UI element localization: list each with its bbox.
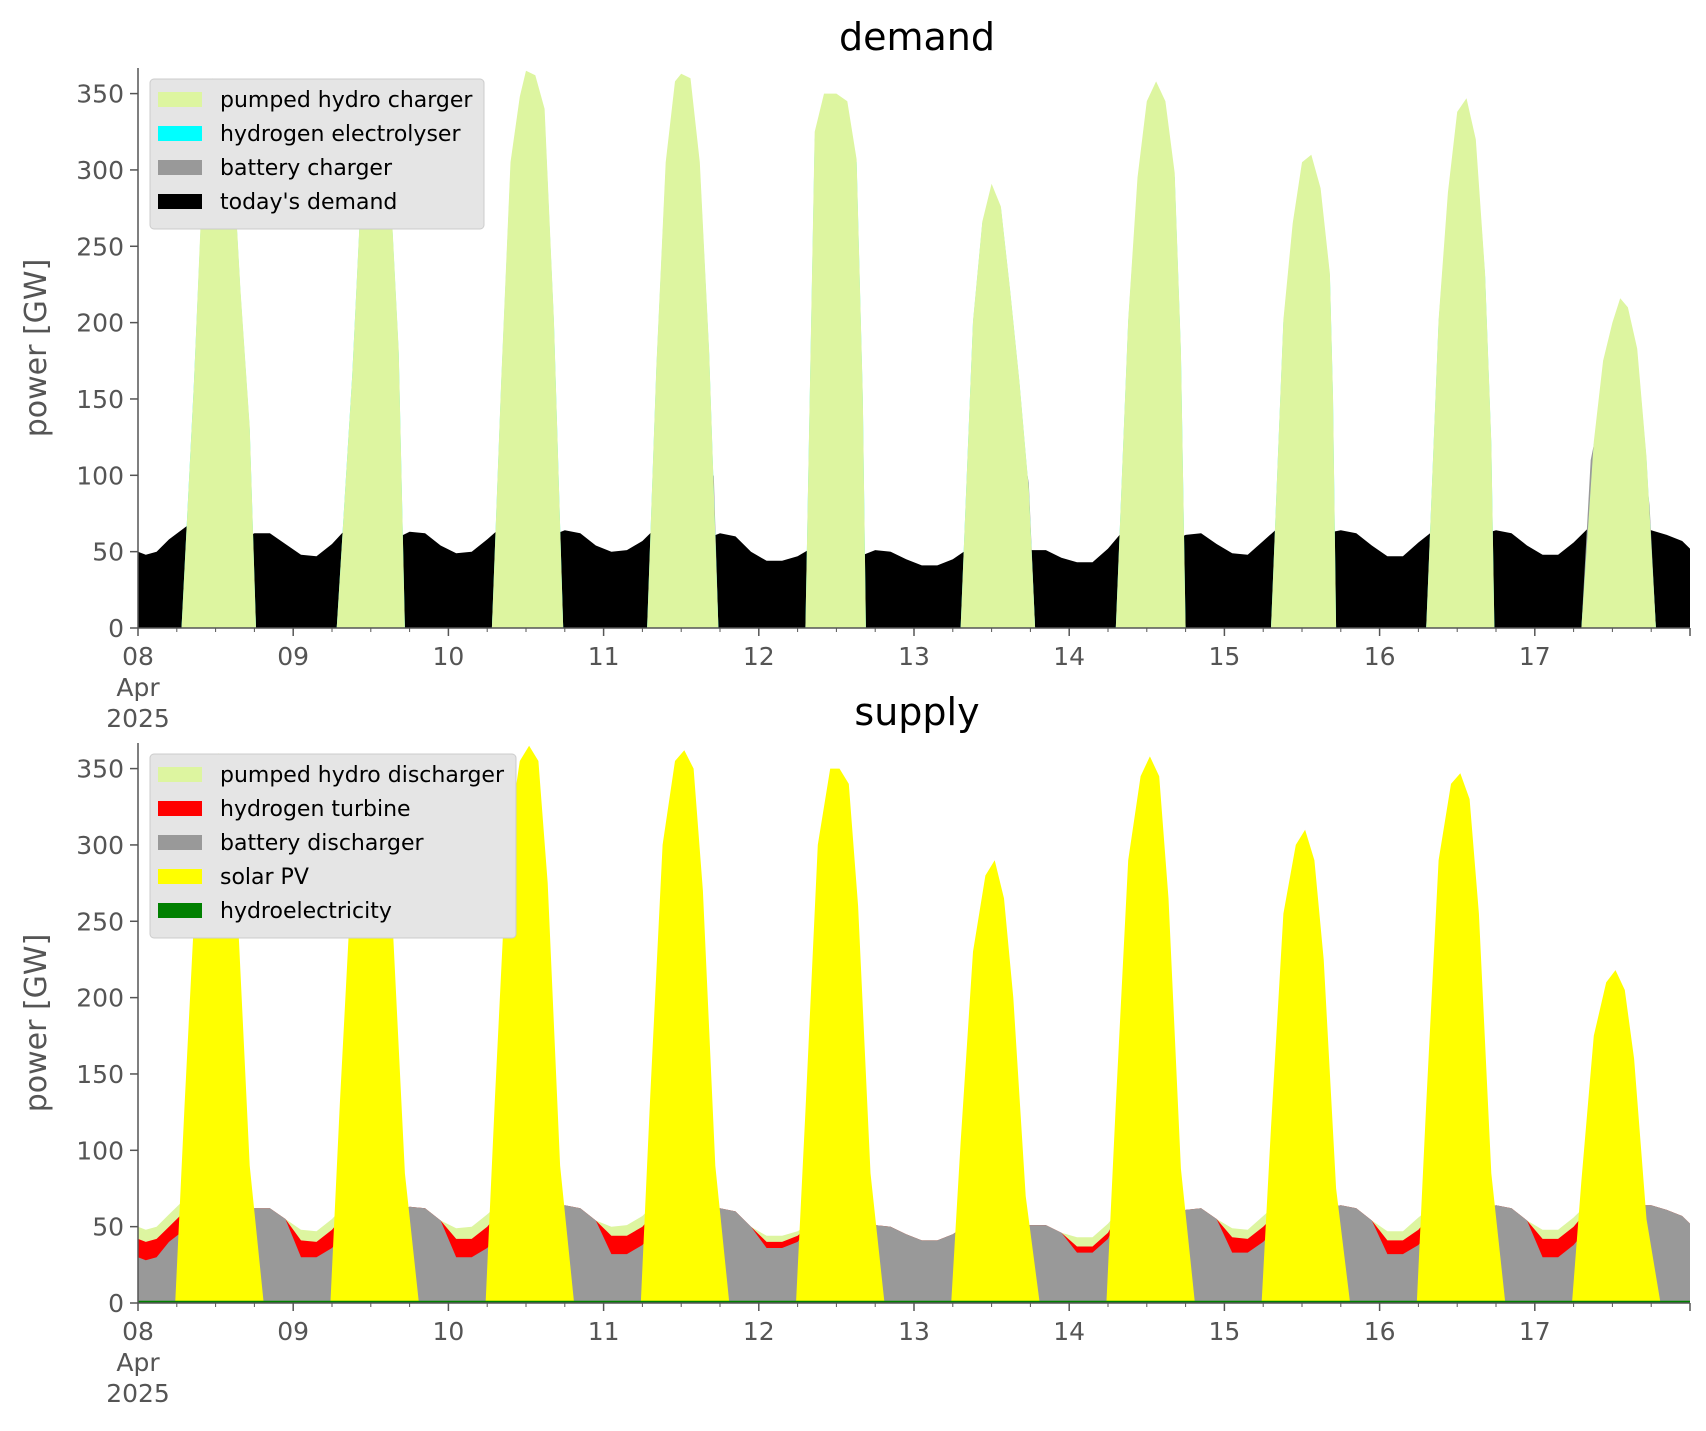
x-tick-label: 08 Apr 2025 [106, 1317, 170, 1408]
legend-label: pumped hydro charger [220, 88, 473, 113]
legend-swatch [158, 160, 202, 175]
legend-label: battery discharger [220, 831, 425, 856]
legend-label: solar PV [220, 865, 309, 890]
x-tick-label: 16 [1364, 642, 1396, 671]
x-tick-label: 17 [1519, 642, 1551, 671]
plot-areas [138, 745, 1690, 1303]
legend-swatch [158, 126, 202, 141]
legend-label: hydrogen turbine [220, 797, 411, 822]
x-tick-label: 12 [743, 1317, 775, 1346]
y-tick-label: 200 [76, 984, 124, 1013]
demand-title: demand [839, 15, 995, 59]
legend-swatch [158, 92, 202, 107]
demand-panel: demand power [GW] 0501001502002503003500… [19, 15, 1691, 733]
legend-label: battery charger [220, 156, 393, 181]
x-tick-label: 11 [588, 642, 620, 671]
x-tick-label: 12 [743, 642, 775, 671]
x-tick-label: 09 [277, 1317, 309, 1346]
x-tick-label: 14 [1053, 1317, 1085, 1346]
legend-label: hydrogen electrolyser [220, 122, 461, 147]
x-tick-label: 08 Apr 2025 [106, 642, 170, 733]
legend-swatch [158, 869, 202, 884]
y-tick-label: 350 [76, 755, 124, 784]
axes: 0 50 100 150 200 250 300 350 08 Apr 2025 09 10 11 12 13… [76, 743, 1691, 1408]
y-tick-label: 50 [92, 1213, 124, 1242]
x-tick-label: 13 [898, 1317, 930, 1346]
y-tick-label: 100 [76, 1136, 124, 1165]
x-tick-label: 13 [898, 642, 930, 671]
y-tick-label: 100 [76, 461, 124, 490]
axes: 0 50 100 150 200 250 300 350 08 Apr 2025 09 10 11 12 13… [76, 68, 1691, 733]
legend-swatch [158, 801, 202, 816]
legend: pumped hydro charger hydrogen electrolyse… [149, 78, 485, 230]
solar-pv-area [175, 745, 1661, 1303]
y-tick-label: 0 [108, 614, 124, 643]
legend-label: today's demand [220, 190, 397, 215]
x-tick-label: 10 [432, 1317, 464, 1346]
y-tick-label: 200 [76, 309, 124, 338]
x-tick-label: 11 [588, 1317, 620, 1346]
legend-box [149, 753, 517, 939]
x-tick-label: 14 [1053, 642, 1085, 671]
x-tick-label: 09 [277, 642, 309, 671]
x-tick-label: 15 [1208, 1317, 1240, 1346]
legend-label: hydroelectricity [220, 899, 392, 924]
legend: pumped hydro discharger hydrogen turbine b… [149, 753, 517, 939]
y-tick-label: 150 [76, 1060, 124, 1089]
legend-swatch [158, 194, 202, 209]
y-tick-label: 150 [76, 385, 124, 414]
y-tick-label: 0 [108, 1289, 124, 1318]
supply-panel: supply power [GW] 0501001502002503003500… [19, 690, 1691, 1408]
y-tick-label: 300 [76, 156, 124, 185]
y-tick-label: 50 [92, 538, 124, 567]
legend-swatch [158, 767, 202, 782]
x-tick-label: 17 [1519, 1317, 1551, 1346]
plot-areas [138, 70, 1690, 628]
pumped-hydro-charger-area [181, 70, 1656, 628]
x-tick-label: 10 [432, 642, 464, 671]
legend-box [149, 78, 485, 230]
y-tick-label: 350 [76, 80, 124, 109]
legend-swatch [158, 903, 202, 918]
x-tick-label: 16 [1364, 1317, 1396, 1346]
legend-label: pumped hydro discharger [220, 763, 505, 788]
demand-ylabel: power [GW] [19, 259, 54, 438]
legend-swatch [158, 835, 202, 850]
y-tick-label: 250 [76, 907, 124, 936]
supply-title: supply [854, 690, 979, 734]
y-tick-label: 250 [76, 232, 124, 261]
y-tick-label: 300 [76, 831, 124, 860]
x-tick-label: 15 [1208, 642, 1240, 671]
supply-ylabel: power [GW] [19, 934, 54, 1113]
